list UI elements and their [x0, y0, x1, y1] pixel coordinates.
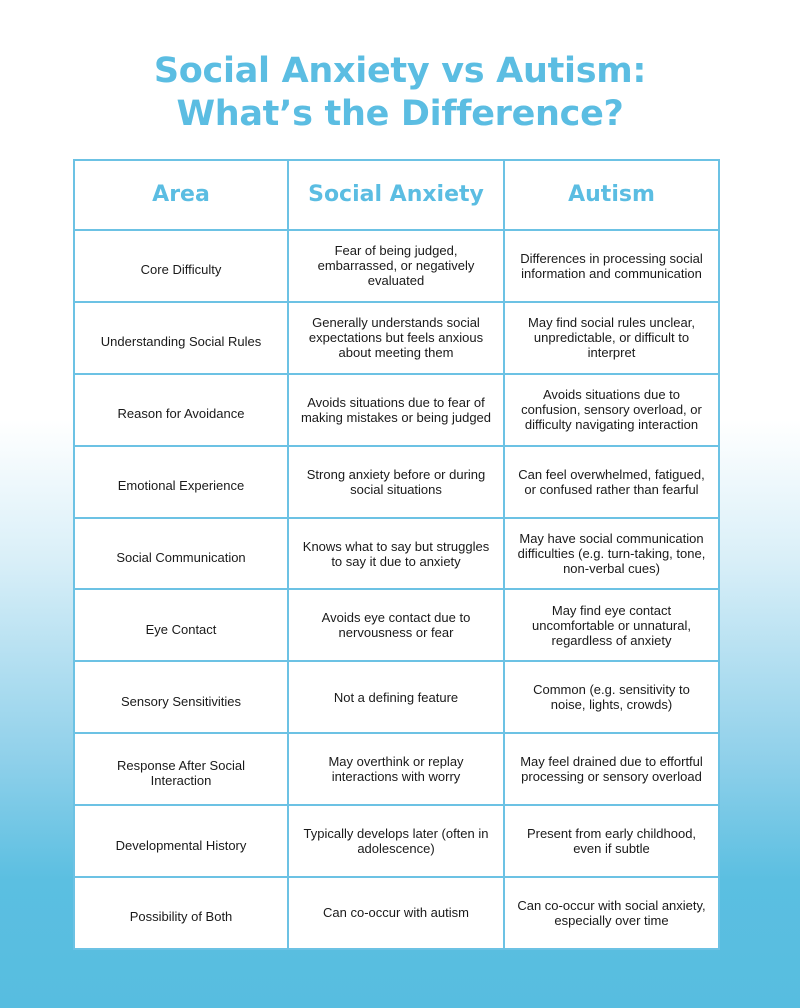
row-autism-cell: Can co-occur with social anxiety, especi…: [505, 878, 720, 950]
row-social-anxiety-cell: Fear of being judged, embarrassed, or ne…: [289, 231, 505, 303]
row-autism-cell: May have social communication difficulti…: [505, 518, 720, 591]
page-title: Social Anxiety vs Autism: What’s the Dif…: [0, 50, 800, 136]
row-autism-cell: May feel drained due to effortful proces…: [505, 734, 720, 807]
row-area-cell: Emotional Experience: [73, 446, 289, 519]
row-autism-cell: Can feel overwhelmed, fatigued, or confu…: [505, 446, 720, 519]
header-social-anxiety: Social Anxiety: [289, 159, 505, 231]
title-line-2: What’s the Difference?: [176, 94, 624, 134]
row-area-cell: Social Communication: [73, 518, 289, 591]
row-social-anxiety-cell: Not a defining feature: [289, 662, 505, 735]
row-autism-cell: Differences in processing social informa…: [505, 231, 720, 303]
header-area: Area: [73, 159, 289, 231]
row-social-anxiety-cell: Strong anxiety before or during social s…: [289, 446, 505, 519]
row-area-cell: Eye Contact: [73, 590, 289, 663]
row-autism-cell: Present from early childhood, even if su…: [505, 806, 720, 879]
row-social-anxiety-cell: Knows what to say but struggles to say i…: [289, 518, 505, 591]
row-area-cell: Developmental History: [73, 806, 289, 879]
row-area-cell: Reason for Avoidance: [73, 374, 289, 447]
row-area-cell: Possibility of Both: [73, 878, 289, 950]
row-autism-cell: Avoids situations due to confusion, sens…: [505, 374, 720, 447]
row-area-cell: Core Difficulty: [73, 231, 289, 303]
row-autism-cell: May find social rules unclear, unpredict…: [505, 302, 720, 375]
row-area-cell: Understanding Social Rules: [73, 302, 289, 375]
row-social-anxiety-cell: Avoids eye contact due to nervousness or…: [289, 590, 505, 663]
title-line-1: Social Anxiety vs Autism:: [153, 51, 647, 91]
comparison-table: Area Social Anxiety Autism Core Difficul…: [73, 159, 720, 950]
row-social-anxiety-cell: Avoids situations due to fear of making …: [289, 374, 505, 447]
row-social-anxiety-cell: Typically develops later (often in adole…: [289, 806, 505, 879]
row-autism-cell: Common (e.g. sensitivity to noise, light…: [505, 662, 720, 735]
row-social-anxiety-cell: Generally understands social expectation…: [289, 302, 505, 375]
row-area-cell: Response After Social Interaction: [73, 734, 289, 807]
header-autism: Autism: [505, 159, 720, 231]
row-area-cell: Sensory Sensitivities: [73, 662, 289, 735]
row-social-anxiety-cell: May overthink or replay interactions wit…: [289, 734, 505, 807]
row-social-anxiety-cell: Can co-occur with autism: [289, 878, 505, 950]
row-autism-cell: May find eye contact uncomfortable or un…: [505, 590, 720, 663]
